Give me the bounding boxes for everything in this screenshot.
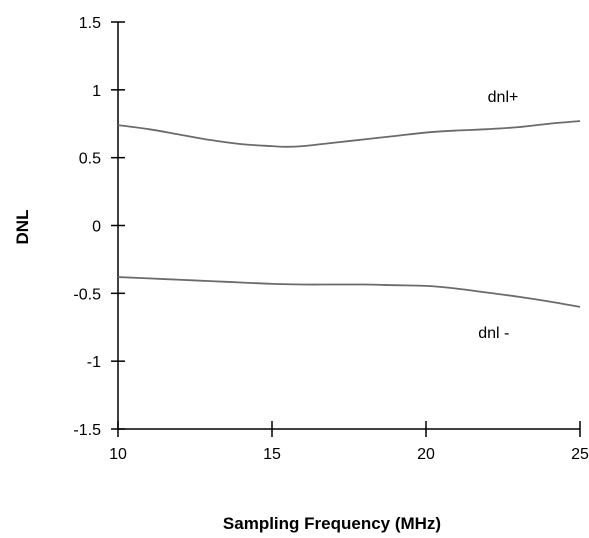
y-tick-label: 1.5 (79, 15, 101, 32)
series-line-dnl-plus (117, 120, 581, 148)
y-tick-label: 0 (92, 219, 101, 236)
y-axis-title: DNL (13, 210, 32, 245)
x-tick-label: 20 (417, 446, 435, 463)
y-tick-label: 0.5 (79, 151, 101, 168)
y-tick-label: -1.5 (73, 422, 101, 439)
series-lines (117, 120, 581, 308)
y-ticks: 1.5 1 0.5 0 -0.5 -1 -1.5 (73, 15, 125, 439)
axes (117, 22, 580, 430)
x-tick-label: 15 (263, 446, 281, 463)
y-tick-label: -0.5 (73, 286, 101, 303)
series-label-dnl-plus: dnl+ (488, 89, 519, 106)
y-tick-label: -1 (87, 354, 101, 371)
series-label-dnl-minus: dnl - (478, 325, 509, 342)
x-tick-label: 10 (109, 446, 127, 463)
y-tick-label: 1 (92, 83, 101, 100)
x-tick-label: 25 (571, 446, 589, 463)
series-line-dnl-minus (117, 276, 581, 308)
x-ticks: 10 15 20 25 (109, 421, 589, 463)
series-labels: dnl+ dnl - (478, 89, 518, 342)
x-axis-title: Sampling Frequency (MHz) (223, 514, 441, 533)
